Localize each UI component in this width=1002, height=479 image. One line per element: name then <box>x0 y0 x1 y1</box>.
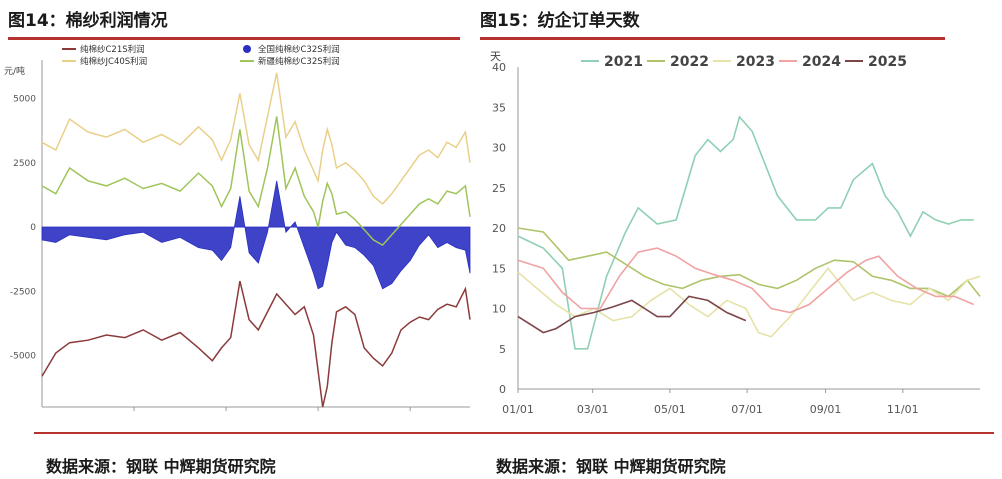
series-area-3 <box>41 180 471 290</box>
series-line-0 <box>41 280 471 408</box>
legend-label-0: 纯棉纱C21S利润 <box>80 44 145 55</box>
y-tick-label: 40 <box>492 61 506 74</box>
y-tick-label: -2500 <box>10 287 36 297</box>
y-tick-label: 20 <box>492 222 506 235</box>
legend-swatch-3 <box>243 45 251 53</box>
y-tick-label: 0 <box>499 383 506 396</box>
x-tick-label: 05/01 <box>654 403 686 416</box>
series-line-2 <box>517 267 981 338</box>
right-title-rule <box>480 37 945 40</box>
y-tick-label: 2500 <box>13 159 36 169</box>
y-tick-label: 15 <box>492 262 506 275</box>
y-tick-label: 5000 <box>13 95 36 105</box>
right-source-note: 数据来源：钢联 中辉期货研究院 <box>496 457 726 476</box>
legend-label-1: 2022 <box>670 54 709 70</box>
x-tick-label: 09/01 <box>810 403 842 416</box>
series-line-1 <box>517 227 981 298</box>
legend-label-4: 2025 <box>868 54 907 70</box>
y-axis-label: 元/吨 <box>4 65 25 77</box>
y-tick-label: 0 <box>30 223 36 233</box>
x-tick-label: 01/01 <box>502 403 534 416</box>
right-figure-title: 图15：纺企订单天数 <box>480 11 640 31</box>
series-line-2 <box>41 116 471 247</box>
series-line-3 <box>517 247 975 314</box>
legend-label-3: 全国纯棉纱C32S利润 <box>258 44 340 55</box>
y-tick-label: 5 <box>499 343 506 356</box>
x-tick-label: 11/01 <box>887 403 919 416</box>
y-tick-label: -5000 <box>10 352 36 362</box>
legend-label-2: 2023 <box>736 54 775 70</box>
legend-label-0: 2021 <box>604 54 643 70</box>
footer-rule <box>34 432 994 434</box>
y-tick-label: 35 <box>492 101 506 114</box>
legend-label-1: 纯棉纱JC40S利润 <box>80 56 147 67</box>
x-tick-label: 07/01 <box>731 403 763 416</box>
cotton-yarn-profit-chart: 元/吨500025000-2500-500018/0120/0122/0124/… <box>4 44 471 411</box>
legend-label-2: 新疆纯棉纱C32S利润 <box>258 56 340 67</box>
legend-label-3: 2024 <box>802 54 841 70</box>
left-figure-title: 图14：棉纱利润情况 <box>8 11 168 31</box>
series-line-1 <box>41 72 471 205</box>
left-title-rule <box>8 37 460 40</box>
left-source-note: 数据来源：钢联 中辉期货研究院 <box>46 457 276 476</box>
series-line-0 <box>517 115 974 350</box>
x-tick-label: 03/01 <box>577 403 609 416</box>
y-tick-label: 25 <box>492 182 506 195</box>
y-tick-label: 30 <box>492 142 506 155</box>
y-tick-label: 10 <box>492 303 506 316</box>
series-line-4 <box>517 295 747 334</box>
y-axis-label: 天 <box>490 50 501 63</box>
